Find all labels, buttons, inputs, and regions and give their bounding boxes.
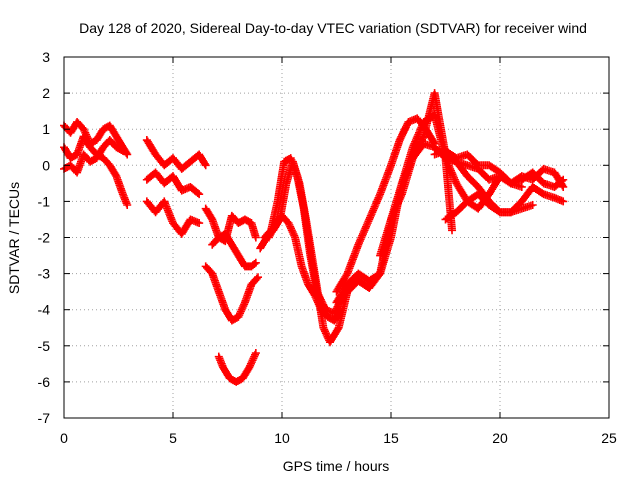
series-track-6 [142, 197, 204, 238]
x-tick-label: 0 [60, 430, 68, 446]
y-tick-label: -4 [38, 302, 51, 318]
series-markers [142, 136, 210, 173]
y-tick-label: -1 [38, 193, 51, 209]
series-track-4 [142, 136, 210, 173]
y-axis-label: SDTVAR / TECUs [6, 182, 22, 294]
series-markers [201, 262, 263, 325]
y-tick-label: -2 [38, 230, 51, 246]
y-tick-label: 1 [42, 121, 50, 137]
series-markers [430, 146, 568, 191]
y-tick-label: 3 [42, 49, 50, 65]
chart-title: Day 128 of 2020, Sidereal Day-to-day VTE… [79, 20, 587, 36]
x-tick-label: 10 [274, 430, 290, 446]
y-tick-label: -3 [38, 266, 51, 282]
x-tick-label: 25 [601, 430, 617, 446]
x-tick-label: 15 [383, 430, 399, 446]
x-axis-label: GPS time / hours [283, 458, 390, 474]
x-tick-label: 20 [492, 430, 508, 446]
series-track-5 [142, 168, 204, 199]
y-tick-label: 2 [42, 85, 50, 101]
series-markers [208, 229, 260, 271]
series-track-9 [208, 229, 260, 271]
series-markers [441, 190, 537, 224]
series-markers [214, 349, 260, 386]
y-tick-label: 0 [42, 157, 50, 173]
data-points [60, 89, 568, 386]
series-track-10 [214, 349, 260, 386]
series-markers [142, 168, 204, 199]
series-track-20 [430, 146, 568, 191]
series-markers [264, 211, 345, 325]
y-tick-label: -5 [38, 338, 51, 354]
series-track-8 [201, 262, 263, 325]
grid-lines [64, 57, 609, 418]
x-tick-label: 5 [169, 430, 177, 446]
series-track-21 [441, 190, 537, 224]
series-track-13 [264, 211, 345, 325]
y-tick-label: -7 [38, 410, 51, 426]
y-tick-label: -6 [38, 374, 51, 390]
series-markers [142, 197, 204, 238]
